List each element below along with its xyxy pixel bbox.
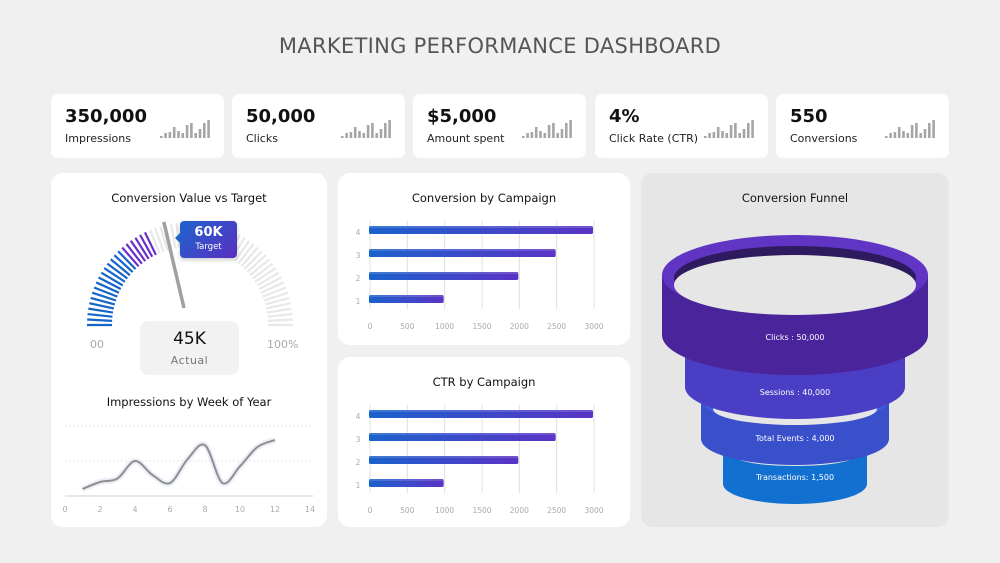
bar-chart-ctr: 0 500 1000 1500 2000 2500 3000 1 2 3 4 xyxy=(356,405,604,515)
svg-text:3000: 3000 xyxy=(584,506,603,515)
sparkline-icon xyxy=(704,120,754,138)
actual-value: 45K xyxy=(173,329,206,349)
conversion-funnel-card: Conversion Funnel Transactions: 1,500 Tot… xyxy=(641,173,949,527)
kpi-label: Amount spent xyxy=(427,132,505,145)
badge-pointer xyxy=(175,233,180,243)
svg-text:3: 3 xyxy=(356,435,361,444)
target-badge: 60K Target xyxy=(175,221,237,258)
svg-text:0: 0 xyxy=(368,506,373,515)
kpi-value: $5,000 xyxy=(427,106,497,127)
line-chart: 0 2 4 6 8 10 12 14 xyxy=(62,425,315,514)
svg-text:2000: 2000 xyxy=(510,322,529,331)
svg-text:1000: 1000 xyxy=(435,322,454,331)
page-title: MARKETING PERFORMANCE DASHBOARD xyxy=(278,34,722,58)
svg-text:4: 4 xyxy=(356,412,361,421)
kpi-label: Impressions xyxy=(65,132,131,145)
conversion-by-campaign-card: Conversion by Campaign 0 500 1000 1500 2000 2… xyxy=(338,173,630,345)
svg-text:1500: 1500 xyxy=(472,322,491,331)
svg-text:8: 8 xyxy=(202,505,207,514)
svg-text:2: 2 xyxy=(97,505,102,514)
actual-label: Actual xyxy=(170,354,209,367)
kpi-label: Click Rate (CTR) xyxy=(609,132,699,145)
sparkline-icon xyxy=(885,120,935,138)
svg-text:2500: 2500 xyxy=(547,322,566,331)
bar-chart-title: Conversion by Campaign xyxy=(411,191,557,205)
svg-text:2000: 2000 xyxy=(510,506,529,515)
sparkline-icon xyxy=(341,120,391,138)
svg-text:Clicks : 50,000: Clicks : 50,000 xyxy=(765,333,824,342)
svg-text:Sessions : 40,000: Sessions : 40,000 xyxy=(760,388,830,397)
kpi-label: Conversions xyxy=(790,132,858,145)
svg-text:10: 10 xyxy=(235,505,245,514)
svg-text:1: 1 xyxy=(356,481,361,490)
svg-text:3000: 3000 xyxy=(584,322,603,331)
target-label: Target xyxy=(195,242,222,252)
svg-text:12: 12 xyxy=(270,505,280,514)
bar-chart-title: CTR by Campaign xyxy=(432,375,536,389)
svg-text:4: 4 xyxy=(132,505,137,514)
kpi-card-conversions: 550 Conversions xyxy=(776,94,949,158)
kpi-card-clicks: 50,000 Clicks xyxy=(232,94,405,158)
funnel-stage: Clicks : 50,000 xyxy=(662,235,928,375)
funnel-chart: Transactions: 1,500 Total Events : 4,000 S… xyxy=(662,235,928,504)
svg-text:4: 4 xyxy=(356,228,361,237)
kpi-card-click-rate: 4% Click Rate (CTR) xyxy=(595,94,768,158)
bar-chart-conversion: 0 500 1000 1500 2000 2500 3000 1 2 3 4 xyxy=(356,221,604,331)
svg-text:1500: 1500 xyxy=(472,506,491,515)
kpi-card-impressions: 350,000 Impressions xyxy=(51,94,224,158)
ctr-by-campaign-card: CTR by Campaign 0 500 1000 1500 2000 2500 3000… xyxy=(338,357,630,527)
svg-text:6: 6 xyxy=(167,505,172,514)
actual-box: 45K Actual xyxy=(140,321,239,375)
kpi-label: Clicks xyxy=(246,132,278,145)
svg-text:14: 14 xyxy=(305,505,315,514)
svg-text:Total Events : 4,000: Total Events : 4,000 xyxy=(755,434,835,443)
svg-text:2500: 2500 xyxy=(547,506,566,515)
kpi-value: 350,000 xyxy=(65,106,147,127)
gauge-and-line-card: Conversion Value vs Target 60K Target 45… xyxy=(51,173,327,527)
kpi-value: 50,000 xyxy=(246,106,316,127)
funnel-title: Conversion Funnel xyxy=(741,191,849,205)
svg-text:500: 500 xyxy=(400,322,415,331)
gauge-min-label: 00 xyxy=(90,338,104,351)
sparkline-icon xyxy=(522,120,572,138)
kpi-value: 4% xyxy=(609,106,640,127)
gauge-title: Conversion Value vs Target xyxy=(111,191,267,205)
svg-text:1: 1 xyxy=(356,297,361,306)
kpi-value: 550 xyxy=(790,106,828,127)
svg-text:1000: 1000 xyxy=(435,506,454,515)
line-chart-title: Impressions by Week of Year xyxy=(106,395,272,409)
svg-text:Transactions: 1,500: Transactions: 1,500 xyxy=(755,473,834,482)
svg-text:2: 2 xyxy=(356,458,361,467)
sparkline-icon xyxy=(160,120,210,138)
target-value: 60K xyxy=(194,225,223,240)
svg-text:3: 3 xyxy=(356,251,361,260)
svg-text:2: 2 xyxy=(356,274,361,283)
gauge-max-label: 100% xyxy=(267,338,299,351)
svg-text:0: 0 xyxy=(62,505,67,514)
svg-text:0: 0 xyxy=(368,322,373,331)
kpi-card-amount-spent: $5,000 Amount spent xyxy=(413,94,586,158)
svg-text:500: 500 xyxy=(400,506,415,515)
